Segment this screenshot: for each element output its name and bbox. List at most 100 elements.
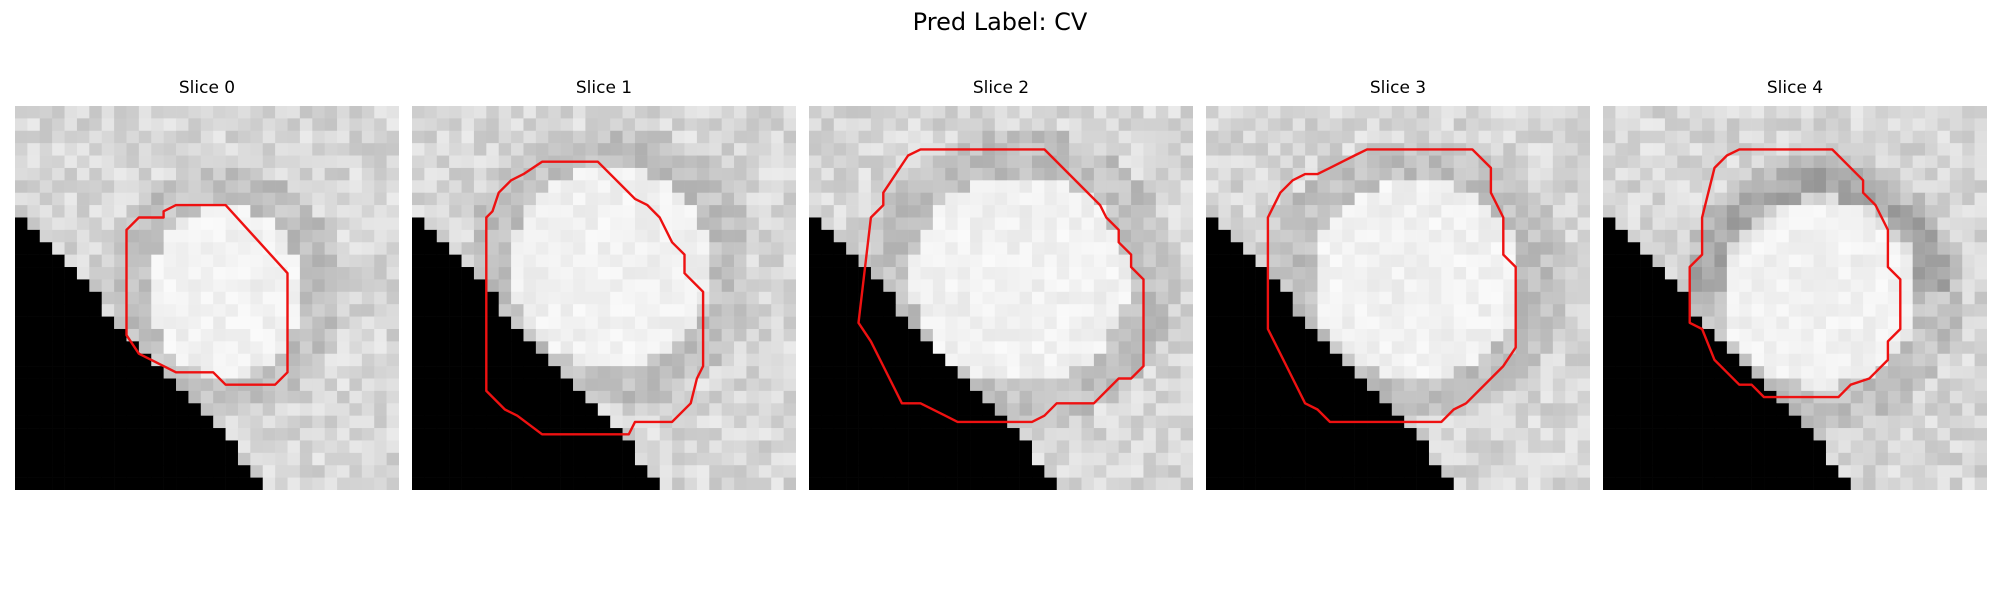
image-pixel	[1813, 415, 1827, 429]
image-pixel	[1317, 267, 1331, 280]
image-pixel	[659, 366, 673, 379]
mask-pixel	[1230, 440, 1244, 454]
image-pixel	[957, 254, 971, 268]
image-pixel	[622, 366, 636, 379]
image-pixel	[1131, 328, 1144, 342]
mask-pixel	[473, 415, 487, 429]
image-pixel	[262, 205, 276, 218]
mask-pixel	[511, 390, 524, 404]
mask-pixel	[883, 452, 897, 466]
image-pixel	[659, 428, 673, 441]
image-pixel	[1019, 242, 1033, 255]
image-pixel	[1118, 440, 1132, 454]
image-pixel	[994, 279, 1008, 293]
image-pixel	[1801, 217, 1814, 231]
mask-pixel	[821, 390, 835, 404]
image-pixel	[324, 341, 338, 355]
mask-pixel	[498, 477, 512, 490]
mask-pixel	[1714, 378, 1728, 392]
image-pixel	[1056, 328, 1070, 342]
image-pixel	[349, 167, 363, 181]
mask-pixel	[213, 452, 226, 466]
image-pixel	[1093, 378, 1107, 392]
image-pixel	[1342, 143, 1355, 156]
image-pixel	[299, 192, 313, 206]
mask-pixel	[1292, 328, 1306, 342]
image-pixel	[1515, 366, 1529, 379]
image-pixel	[895, 130, 909, 144]
image-pixel	[337, 341, 350, 355]
mask-pixel	[1813, 477, 1827, 490]
image-pixel	[1714, 205, 1728, 218]
mask-pixel	[101, 378, 115, 392]
mask-pixel	[846, 415, 859, 429]
mask-pixel	[52, 378, 65, 392]
mask-pixel	[1354, 428, 1368, 441]
mask-pixel	[511, 403, 524, 416]
image-pixel	[1292, 254, 1306, 268]
image-pixel	[1615, 180, 1629, 194]
mask-pixel	[1751, 465, 1765, 478]
mask-pixel	[1280, 366, 1294, 379]
image-pixel	[1764, 118, 1777, 132]
image-pixel	[374, 267, 387, 280]
image-pixel	[846, 143, 859, 156]
mask-pixel	[1292, 465, 1306, 478]
image-pixel	[1949, 254, 1963, 268]
image-pixel	[833, 180, 847, 194]
image-pixel	[1515, 229, 1529, 243]
image-pixel	[1466, 477, 1479, 490]
image-pixel	[1478, 205, 1492, 218]
mask-pixel	[486, 316, 500, 330]
image-pixel	[1764, 254, 1777, 268]
image-pixel	[1515, 167, 1529, 181]
image-pixel	[374, 403, 387, 416]
mask-pixel	[970, 477, 983, 490]
image-pixel	[114, 118, 127, 132]
image-pixel	[386, 155, 399, 169]
image-pixel	[498, 130, 512, 144]
image-pixel	[1552, 242, 1566, 255]
image-pixel	[957, 291, 971, 305]
image-pixel	[870, 254, 884, 268]
mask-pixel	[27, 316, 41, 330]
mask-pixel	[237, 465, 251, 478]
image-pixel	[647, 143, 661, 156]
image-pixel	[945, 328, 958, 342]
image-pixel	[1912, 229, 1926, 243]
image-pixel	[771, 353, 784, 367]
image-pixel	[1180, 106, 1193, 119]
image-pixel	[1391, 106, 1405, 119]
mask-pixel	[151, 428, 164, 441]
mask-pixel	[15, 254, 28, 268]
mask-pixel	[548, 403, 561, 416]
image-pixel	[250, 291, 264, 305]
image-pixel	[1714, 242, 1728, 255]
mask-pixel	[1689, 390, 1703, 404]
image-pixel	[573, 304, 586, 317]
mask-pixel	[461, 390, 475, 404]
image-pixel	[1565, 106, 1578, 119]
mask-pixel	[1603, 291, 1616, 305]
image-pixel	[1093, 403, 1107, 416]
mask-pixel	[126, 415, 140, 429]
image-pixel	[746, 428, 760, 441]
image-pixel	[1143, 118, 1157, 132]
image-pixel	[200, 279, 214, 293]
mask-pixel	[1342, 452, 1355, 466]
image-pixel	[39, 229, 53, 243]
image-pixel	[1974, 291, 1987, 305]
image-pixel	[957, 155, 971, 169]
image-pixel	[1305, 291, 1318, 305]
image-pixel	[908, 167, 921, 181]
image-pixel	[312, 440, 325, 454]
image-pixel	[1317, 242, 1331, 255]
image-pixel	[138, 316, 152, 330]
mask-pixel	[89, 440, 103, 454]
image-pixel	[89, 155, 103, 169]
image-pixel	[349, 304, 363, 317]
mask-pixel	[52, 267, 65, 280]
image-pixel	[287, 267, 301, 280]
image-pixel	[1379, 267, 1393, 280]
image-pixel	[511, 205, 524, 218]
